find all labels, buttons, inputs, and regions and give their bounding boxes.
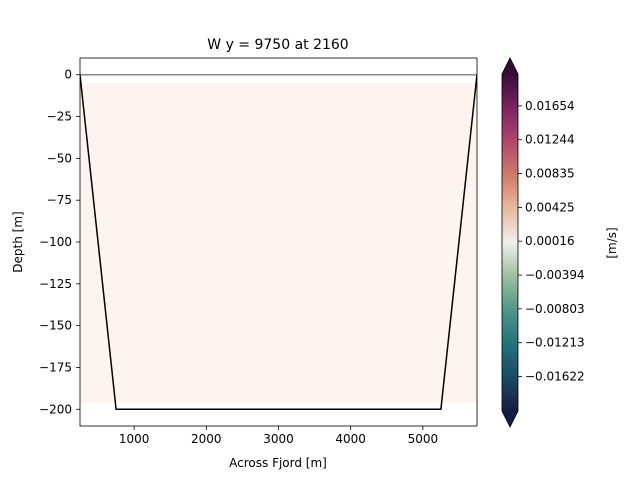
- y-tick-label: −200: [39, 402, 72, 416]
- y-tick-label: −175: [39, 360, 72, 374]
- chart-title: W y = 9750 at 2160: [207, 37, 348, 53]
- y-tick-label: 0: [64, 68, 72, 82]
- colorbar-tick-label: 0.00425: [525, 200, 575, 214]
- colorbar-extend-bottom: [502, 411, 518, 427]
- y-tick-label: −50: [47, 151, 72, 165]
- velocity-field: [80, 83, 477, 403]
- colorbar-tick-label: 0.00016: [525, 234, 575, 248]
- colorbar-tick-label: −0.01213: [525, 336, 585, 350]
- x-tick-label: 2000: [191, 432, 222, 446]
- plot-area: 1000 2000 3000 4000 5000 0 −25 −50 −75 −100 −125 −…: [39, 57, 478, 446]
- y-axis-ticks: 0 −25 −50 −75 −100 −125 −150 −175 −200: [39, 68, 80, 416]
- colorbar-ticks: 0.01654 0.01244 0.00835 0.00425 0.00016 −0.00…: [518, 99, 585, 383]
- colorbar-tick-label: −0.00803: [525, 302, 585, 316]
- x-tick-label: 4000: [335, 432, 366, 446]
- colorbar-tick-label: 0.01244: [525, 133, 575, 147]
- colorbar-outline: [501, 57, 519, 428]
- y-tick-label: −100: [39, 235, 72, 249]
- colorbar-extend-top: [502, 58, 518, 74]
- colorbar: 0.01654 0.01244 0.00835 0.00425 0.00016 −0.00…: [501, 57, 619, 428]
- bathymetry-line: [80, 74, 477, 411]
- x-tick-label: 3000: [263, 432, 294, 446]
- y-tick-label: −25: [47, 110, 72, 124]
- colorbar-gradient: [502, 74, 518, 411]
- x-tick-label: 1000: [119, 432, 150, 446]
- y-tick-label: −125: [39, 277, 72, 291]
- y-tick-label: −75: [47, 193, 72, 207]
- y-axis-label: Depth [m]: [11, 211, 25, 272]
- colorbar-tick-label: −0.00394: [525, 268, 585, 282]
- colorbar-tick-label: 0.01654: [525, 99, 575, 113]
- x-axis-label: Across Fjord [m]: [229, 456, 327, 470]
- colorbar-label: [m/s]: [605, 227, 619, 258]
- y-tick-label: −150: [39, 319, 72, 333]
- colorbar-tick-label: −0.01622: [525, 369, 585, 383]
- x-tick-label: 5000: [408, 432, 439, 446]
- colorbar-tick-label: 0.00835: [525, 167, 575, 181]
- x-axis-ticks: 1000 2000 3000 4000 5000: [119, 426, 438, 446]
